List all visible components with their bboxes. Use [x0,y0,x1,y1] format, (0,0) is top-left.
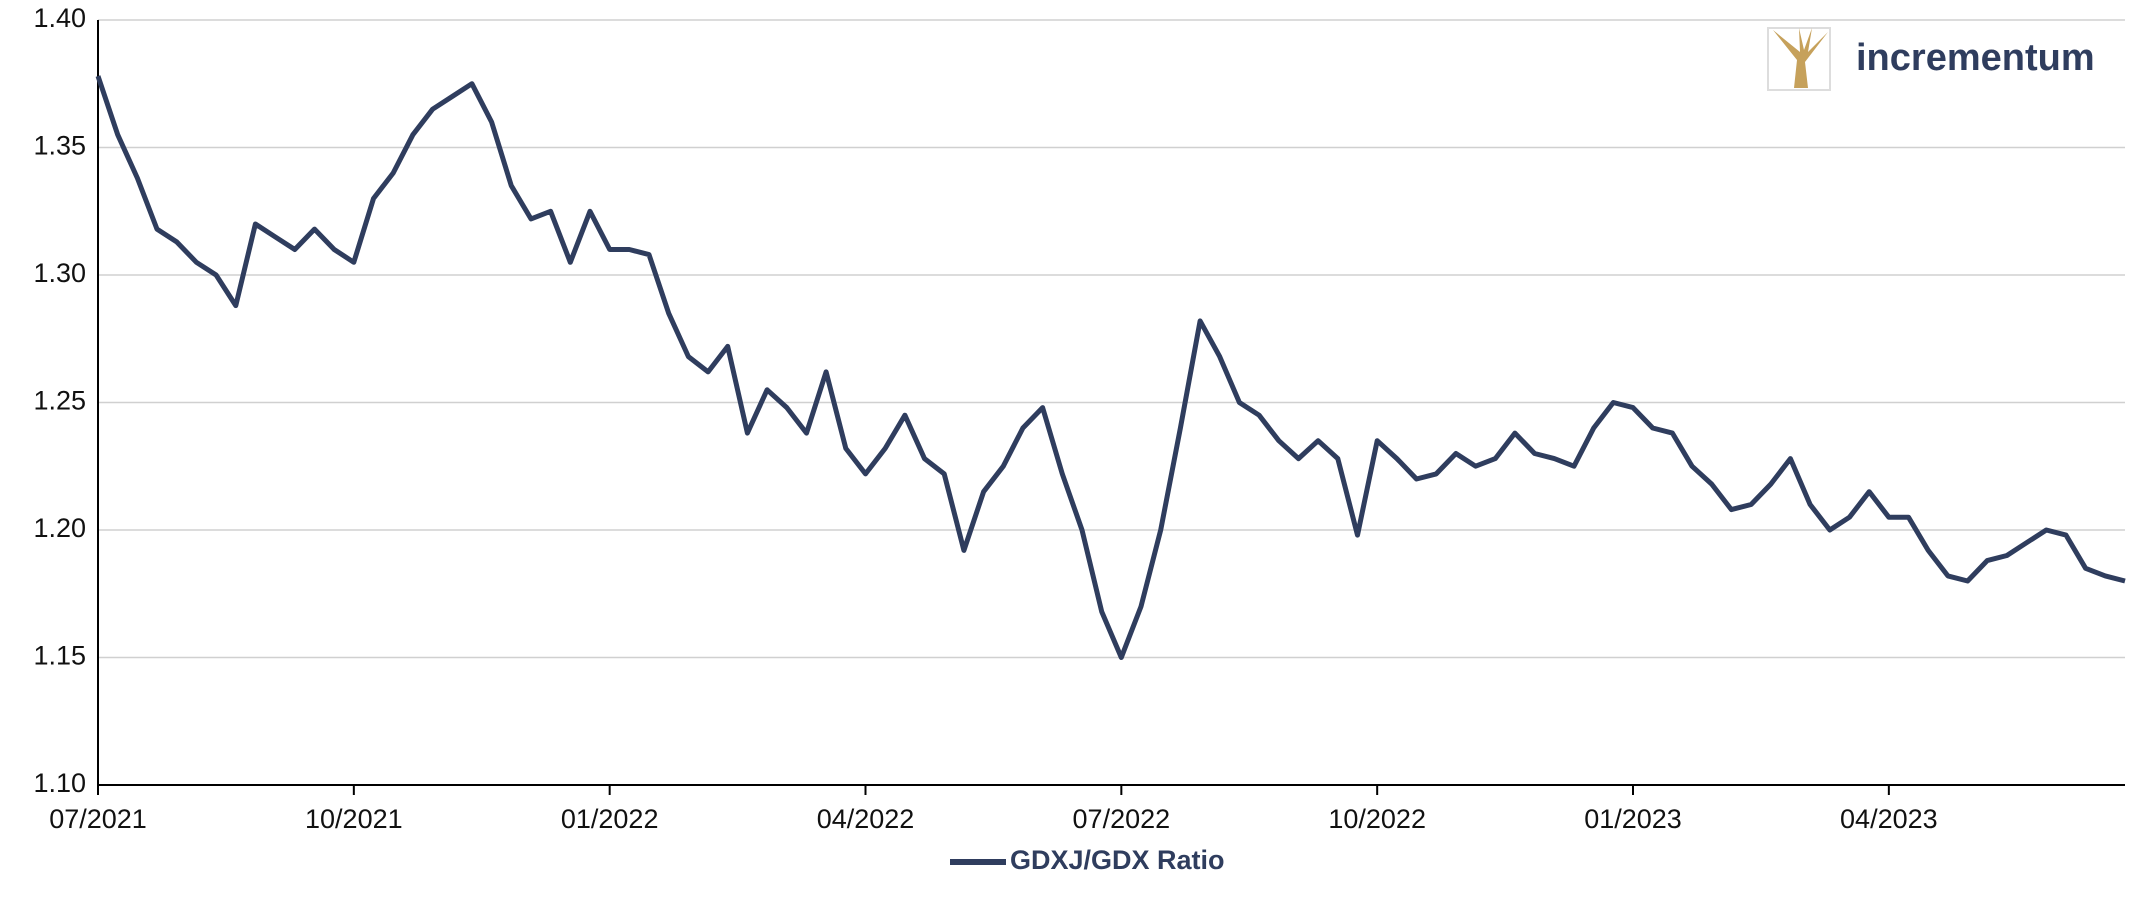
x-tick-label: 07/2022 [1073,804,1171,834]
y-tick-label: 1.40 [33,3,86,33]
y-tick-label: 1.35 [33,131,86,161]
x-tick-label: 01/2023 [1584,804,1682,834]
y-tick-label: 1.15 [33,641,86,671]
y-tick-label: 1.10 [33,768,86,798]
x-tick-label: 04/2022 [817,804,915,834]
x-tick-label: 01/2022 [561,804,659,834]
y-tick-label: 1.25 [33,386,86,416]
x-tick-label: 10/2022 [1328,804,1426,834]
logo-text: incrementum [1856,37,2095,79]
x-tick-label: 07/2021 [49,804,147,834]
y-tick-label: 1.20 [33,513,86,543]
line [95,75,2126,660]
legend-label: GDXJ/GDX Ratio [1010,845,1225,875]
y-tick-label: 1.30 [33,258,86,288]
logo-icon [1773,28,1828,88]
logo: incrementum [1767,27,2095,91]
x-tick-label: 04/2023 [1840,804,1938,834]
x-tick-label: 10/2021 [305,804,403,834]
